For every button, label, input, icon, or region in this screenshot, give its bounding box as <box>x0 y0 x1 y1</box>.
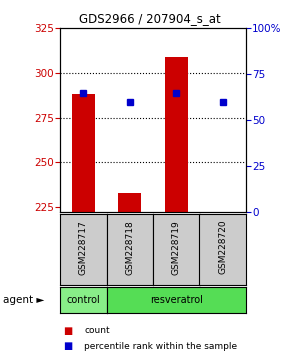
Text: GDS2966 / 207904_s_at: GDS2966 / 207904_s_at <box>79 12 221 25</box>
Text: ■: ■ <box>63 341 72 351</box>
Text: GSM228719: GSM228719 <box>172 220 181 275</box>
Text: count: count <box>84 326 110 336</box>
Text: resveratrol: resveratrol <box>150 295 203 305</box>
Bar <box>165 57 188 212</box>
Text: ■: ■ <box>63 326 72 336</box>
Text: GSM228718: GSM228718 <box>125 220 134 275</box>
Text: percentile rank within the sample: percentile rank within the sample <box>84 342 237 351</box>
Bar <box>118 193 141 212</box>
Text: agent ►: agent ► <box>3 295 44 305</box>
Bar <box>72 95 95 212</box>
Text: control: control <box>66 295 100 305</box>
Text: GSM228720: GSM228720 <box>218 220 227 274</box>
Text: GSM228717: GSM228717 <box>79 220 88 275</box>
